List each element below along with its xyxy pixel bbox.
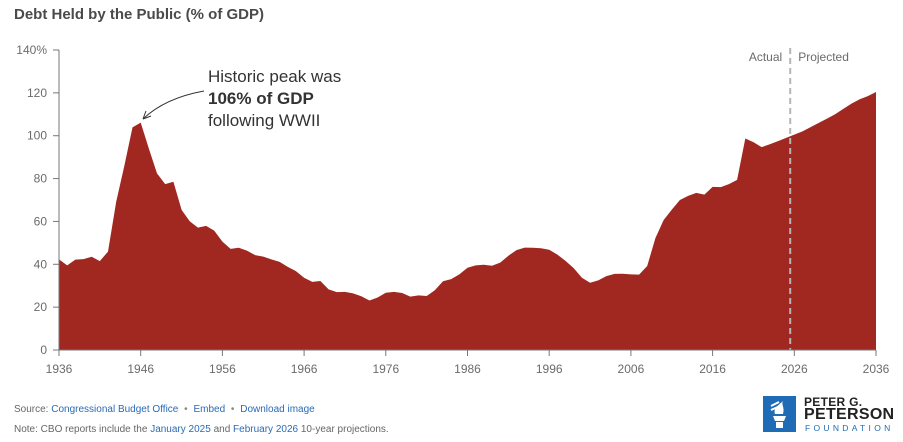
area-chart: 0 20 40 60 80 100 120 140% 1936 1946 1956 1966 1976… [16,43,890,376]
separator: • [184,404,188,415]
torch-icon [763,396,796,432]
chart-title: Debt Held by the Public (% of GDP) [14,6,265,23]
y-tick-label: 120 [27,86,47,100]
note-line: Note: CBO reports include the January 20… [14,424,389,435]
x-tick-label: 2006 [618,362,645,376]
annotation-line-1: Historic peak was [208,67,341,86]
x-tick-label: 1946 [127,362,154,376]
x-tick-label: 2036 [863,362,890,376]
logo-text: PETERSON [804,406,895,423]
january-2025-link[interactable]: January 2025 [150,424,211,435]
download-image-link[interactable]: Download image [240,404,315,415]
y-tick-label: 100 [27,129,47,143]
y-tick-label: 80 [34,172,48,186]
annotation-arrow [142,90,205,120]
annotation-line-3: following WWII [208,111,320,130]
arrowhead-icon [142,110,152,120]
source-line: Source: Congressional Budget Office • Em… [14,404,315,415]
x-tick-label: 1966 [291,362,318,376]
embed-link[interactable]: Embed [193,404,226,415]
y-tick-label: 0 [40,343,47,357]
y-tick-label: 140% [16,43,47,57]
projected-label: Projected [798,50,849,64]
source-link[interactable]: Congressional Budget Office [51,404,179,415]
note-text: 10-year projections. [300,424,389,435]
debt-area-series [59,92,876,350]
annotation-highlight: 106% of GDP [208,89,314,108]
y-tick-label: 20 [34,300,48,314]
note-text: and [213,424,231,435]
y-tick-label: 60 [34,214,48,228]
peterson-foundation-logo[interactable]: PETER G. PETERSON FOUNDATION [763,395,903,434]
separator: • [230,404,235,415]
x-tick-label: 1986 [454,362,481,376]
february-2026-link[interactable]: February 2026 [233,424,299,435]
logo-text: PETER G. [804,395,863,409]
source-label: Source: [14,404,49,415]
note-text: Note: CBO reports include the [14,424,148,435]
logo-text: FOUNDATION [805,423,894,433]
x-tick-label: 2016 [699,362,726,376]
x-tick-label: 1996 [536,362,563,376]
x-tick-label: 2026 [781,362,808,376]
y-tick-label: 40 [34,257,48,271]
x-tick-label: 1976 [372,362,399,376]
x-tick-label: 1936 [46,362,73,376]
actual-label: Actual [749,50,782,64]
x-tick-label: 1956 [209,362,236,376]
